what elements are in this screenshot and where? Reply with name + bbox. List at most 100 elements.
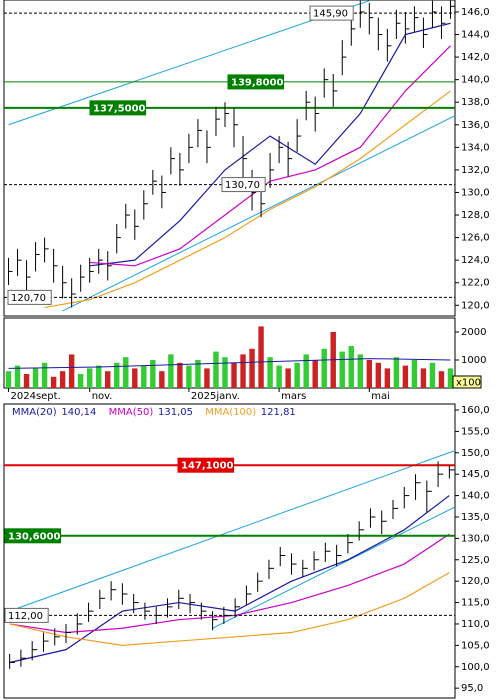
weekly-panel bbox=[3, 403, 456, 699]
level-label-box bbox=[7, 289, 52, 305]
volume-bar bbox=[186, 365, 192, 388]
volume-bar bbox=[447, 368, 454, 388]
level-label: 137,5000 bbox=[93, 103, 146, 114]
volume-bar bbox=[267, 357, 273, 388]
volume-bar bbox=[5, 371, 12, 388]
plot-area bbox=[4, 450, 455, 669]
volume-bar bbox=[159, 371, 165, 388]
volume-bar bbox=[114, 362, 120, 388]
level-label: 147,1000 bbox=[181, 461, 234, 472]
volume-bar bbox=[303, 354, 309, 388]
legend-value: 131,05 bbox=[158, 407, 193, 418]
channel-line bbox=[8, 0, 370, 126]
legend-name: MMA(100) bbox=[205, 407, 256, 418]
y-tick-label: 120,0 bbox=[461, 300, 490, 311]
volume-bar bbox=[132, 368, 138, 388]
y-tick-label: 155,0 bbox=[461, 426, 490, 437]
y-tick-label: 115,0 bbox=[461, 598, 490, 609]
volume-bar bbox=[105, 371, 111, 388]
unit-box bbox=[452, 375, 482, 389]
volume-bar bbox=[420, 368, 427, 388]
volume-bar bbox=[150, 360, 156, 388]
level-label-box bbox=[4, 607, 49, 623]
y-tick-label: 100,0 bbox=[461, 662, 490, 673]
y-tick-label: 134,0 bbox=[461, 142, 490, 153]
y-tick-label: 144,0 bbox=[461, 30, 490, 41]
level-label-box bbox=[227, 74, 285, 90]
y-tick-label: 145,0 bbox=[461, 469, 490, 480]
y-tick-label: 135,0 bbox=[461, 512, 490, 523]
volume-bar bbox=[50, 376, 57, 388]
y-tick-label: 146,0 bbox=[461, 7, 490, 18]
date-label: mai bbox=[371, 391, 390, 402]
y-tick-label: 2000 bbox=[461, 327, 486, 338]
unit-label: x100 bbox=[456, 378, 481, 389]
level-label-box bbox=[89, 100, 147, 116]
volume-bar bbox=[384, 368, 391, 388]
volume-bar bbox=[429, 362, 436, 388]
moving-average bbox=[9, 572, 450, 646]
moving-average bbox=[44, 90, 451, 309]
level-label-box bbox=[177, 457, 235, 473]
volume-bar bbox=[59, 371, 66, 388]
y-tick-label: 122,0 bbox=[461, 278, 490, 289]
y-tick-label: 124,0 bbox=[461, 255, 490, 266]
y-tick-label: 150,0 bbox=[461, 448, 490, 459]
level-label: 130,6000 bbox=[8, 531, 61, 542]
volume-bar bbox=[68, 354, 75, 388]
volume-bar bbox=[393, 357, 400, 388]
volume-bar bbox=[14, 365, 21, 388]
volume-panel bbox=[3, 317, 456, 389]
volume-bar bbox=[375, 362, 382, 388]
volume-bar bbox=[402, 365, 409, 388]
moving-average bbox=[89, 22, 451, 267]
volume-bar bbox=[231, 362, 237, 388]
volume-bar bbox=[96, 365, 102, 388]
volume-bar bbox=[123, 357, 129, 388]
volume-bar bbox=[86, 368, 93, 388]
legend-name: MMA(20) bbox=[12, 407, 57, 418]
volume-bar bbox=[195, 360, 201, 388]
y-tick-label: 110,0 bbox=[461, 619, 490, 630]
y-tick-label: 142,0 bbox=[461, 52, 490, 63]
level-label: 145,90 bbox=[313, 9, 348, 20]
volume-bar bbox=[77, 374, 84, 388]
volume-average bbox=[8, 358, 451, 369]
y-tick-label: 105,0 bbox=[461, 640, 490, 651]
volume-bar bbox=[32, 368, 39, 388]
date-label: 2025janv. bbox=[191, 391, 240, 402]
legend-name: MMA(50) bbox=[109, 407, 154, 418]
y-tick-label: 125,0 bbox=[461, 555, 490, 566]
y-tick-label: 132,0 bbox=[461, 165, 490, 176]
volume-bar bbox=[357, 354, 363, 388]
volume-bar bbox=[294, 362, 300, 388]
volume-bar bbox=[249, 348, 255, 388]
volume-bar bbox=[240, 354, 246, 388]
volume-bar bbox=[177, 362, 183, 388]
y-tick-label: 120,0 bbox=[461, 576, 490, 587]
volume-bar bbox=[312, 360, 318, 388]
y-tick-label: 95,0 bbox=[461, 683, 483, 694]
volume-bar bbox=[204, 368, 210, 388]
volume-bar bbox=[168, 354, 174, 388]
y-tick-label: 1000 bbox=[461, 355, 486, 366]
level-label: 112,00 bbox=[8, 611, 43, 622]
level-label: 120,70 bbox=[11, 293, 46, 304]
level-label-box bbox=[4, 528, 62, 544]
date-label: nov. bbox=[92, 391, 113, 402]
volume-bar bbox=[411, 360, 418, 388]
channel-line bbox=[9, 450, 455, 612]
volume-bar bbox=[258, 326, 264, 388]
y-tick-label: 130,0 bbox=[461, 187, 490, 198]
legend-value: 121,81 bbox=[261, 407, 296, 418]
y-tick-label: 130,0 bbox=[461, 533, 490, 544]
y-tick-label: 136,0 bbox=[461, 120, 490, 131]
price-panel bbox=[3, 0, 456, 317]
y-tick-label: 140,0 bbox=[461, 491, 490, 502]
volume-bar bbox=[23, 374, 30, 388]
volume-bar bbox=[366, 360, 373, 388]
volume-bar bbox=[438, 371, 445, 388]
date-label: mars bbox=[281, 391, 306, 402]
volume-bar bbox=[41, 362, 48, 388]
